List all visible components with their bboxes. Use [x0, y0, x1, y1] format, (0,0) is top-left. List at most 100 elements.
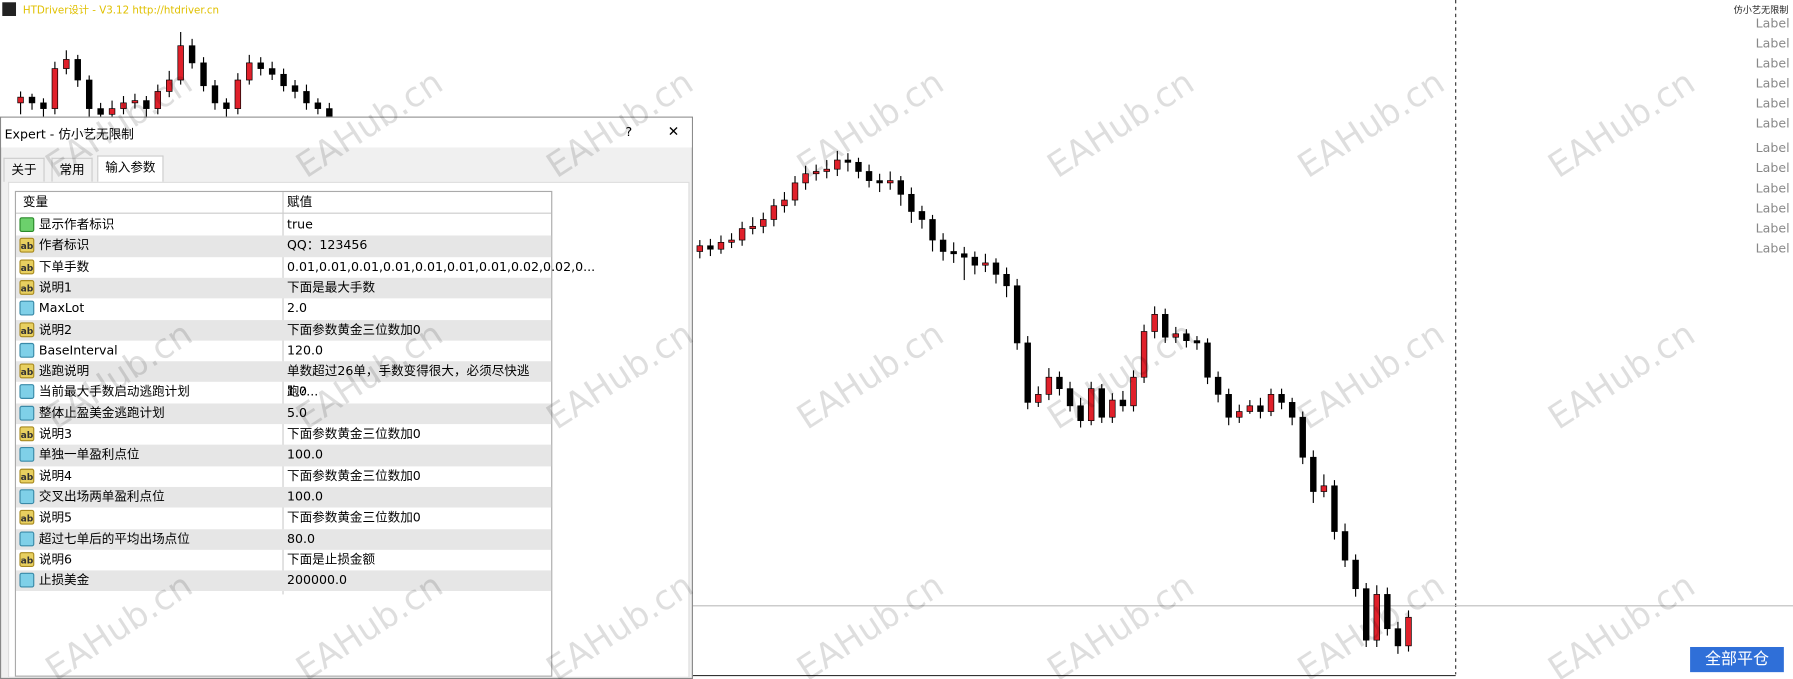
- candle-body: [28, 96, 36, 104]
- candle-body: [268, 68, 276, 75]
- candle-body: [97, 108, 104, 115]
- param-name: 说明2: [38, 321, 73, 337]
- type-icon: ab: [19, 468, 35, 484]
- param-name: 单独一单盈利点位: [38, 447, 140, 463]
- param-value: true: [287, 217, 313, 233]
- tab[interactable]: 关于: [3, 157, 45, 182]
- expert-dialog: Expert - 仿小艺无限制 ? ✕ 关于 常用 输入参数 变量 赋值 显示作…: [0, 116, 693, 679]
- candle-body: [770, 205, 778, 220]
- candle-body: [291, 85, 299, 92]
- param-row: 止损美金 200000.0: [16, 570, 552, 592]
- candle-body: [314, 102, 322, 109]
- candle-body: [1056, 376, 1063, 389]
- candle-body: [1236, 411, 1243, 418]
- param-value: 100.0: [287, 447, 324, 463]
- candle-body: [844, 159, 852, 163]
- candle-body: [749, 225, 756, 229]
- param-value: 0.01,0.01,0.01,0.01,0.01,0.01,0.01,0.02,…: [287, 259, 596, 274]
- candle-body: [280, 73, 287, 87]
- candle-body: [696, 245, 704, 252]
- candle-body: [929, 219, 936, 241]
- dialog-title: Expert - 仿小艺无限制: [4, 126, 134, 142]
- param-value: 下面参数黄金三位数加0: [287, 426, 421, 442]
- param-row: ab 逃跑说明 单数超过26单，手数变得很大，必须尽快逃跑?...: [16, 361, 552, 399]
- label: Label: [1756, 76, 1790, 91]
- param-row: 整体止盈美金逃跑计划 5.0: [16, 403, 552, 425]
- tab[interactable]: 常用: [51, 157, 93, 182]
- param-value: 下面参数黄金三位数加0: [287, 510, 421, 525]
- corner-title: 仿小艺无限制: [1734, 4, 1789, 16]
- candle-body: [855, 161, 862, 172]
- candle-body: [234, 79, 242, 109]
- type-icon: [19, 384, 35, 400]
- candle-body: [326, 108, 333, 117]
- param-name: 整体止盈美金逃跑计划: [38, 405, 165, 421]
- param-name: 当前最大手数启动逃跑计划: [38, 384, 190, 400]
- candle-body: [802, 173, 809, 184]
- param-name: 显示作者标识: [38, 217, 115, 233]
- type-icon: [19, 342, 35, 358]
- type-icon: [19, 405, 35, 421]
- candle-body: [834, 159, 841, 170]
- candle-body: [188, 45, 196, 64]
- candle-body: [971, 256, 979, 266]
- candle-body: [1352, 559, 1359, 590]
- close-button[interactable]: ✕: [667, 123, 680, 140]
- type-icon: [19, 530, 35, 546]
- type-icon: ab: [19, 238, 35, 253]
- param-name: 交叉出场两单盈利点位: [38, 489, 165, 504]
- candle-body: [1003, 274, 1010, 287]
- candles: [17, 32, 1412, 654]
- candle-body: [223, 102, 230, 109]
- tab-active[interactable]: 输入参数: [97, 155, 164, 183]
- candle-body: [1373, 594, 1380, 641]
- candle-body: [51, 68, 59, 109]
- candle-body: [1098, 388, 1105, 418]
- type-icon: ab: [19, 551, 35, 567]
- candle-body: [257, 62, 264, 69]
- candle-body: [1341, 531, 1349, 561]
- candle-body: [1267, 394, 1275, 412]
- param-value: QQ：123456: [287, 238, 368, 253]
- candle-body: [1109, 399, 1116, 418]
- candle-body: [982, 262, 989, 266]
- label: Label: [1756, 221, 1790, 236]
- header-cell: 赋值: [287, 194, 313, 210]
- label: Label: [1756, 16, 1790, 31]
- candle-body: [1035, 394, 1042, 403]
- param-name: 止损美金: [38, 572, 90, 588]
- candle-body: [791, 182, 799, 201]
- tab-panel: 变量 赋值 显示作者标识 true ab 作者标识 QQ：123456 ab 下单手数 0.0…: [8, 181, 690, 678]
- param-value: 5.0: [287, 405, 308, 421]
- param-row: ab 作者标识 QQ：123456: [16, 235, 552, 257]
- candle-body: [1405, 616, 1412, 647]
- param-row: ab 说明2 下面参数黄金三位数加0: [16, 319, 552, 341]
- candle-body: [154, 91, 162, 109]
- candle-body: [908, 193, 915, 212]
- param-value: 下面是最大手数: [287, 279, 376, 295]
- type-icon: ab: [19, 426, 35, 442]
- candle-body: [918, 211, 926, 220]
- candle-body: [1013, 285, 1021, 344]
- candle-body: [961, 253, 968, 258]
- candle-body: [177, 45, 184, 81]
- candle-body: [1299, 416, 1306, 458]
- candle-body: [1225, 394, 1232, 418]
- help-button[interactable]: ?: [625, 124, 633, 140]
- param-name: MaxLot: [38, 300, 85, 316]
- header-cell: 变量: [22, 194, 49, 210]
- label: Label: [1756, 241, 1790, 256]
- candle-body: [1331, 485, 1338, 532]
- type-icon: ab: [19, 321, 35, 337]
- param-value: 单数超过26单，手数变得很大，必须尽快逃跑?...: [287, 363, 530, 400]
- label: Label: [1756, 116, 1790, 131]
- candle-body: [1246, 405, 1254, 412]
- candle-body: [1193, 340, 1201, 344]
- param-name: 说明4: [38, 468, 73, 484]
- candle-body: [1130, 376, 1137, 407]
- close-all-button[interactable]: 全部平仓: [1690, 646, 1784, 673]
- candle-body: [246, 62, 253, 81]
